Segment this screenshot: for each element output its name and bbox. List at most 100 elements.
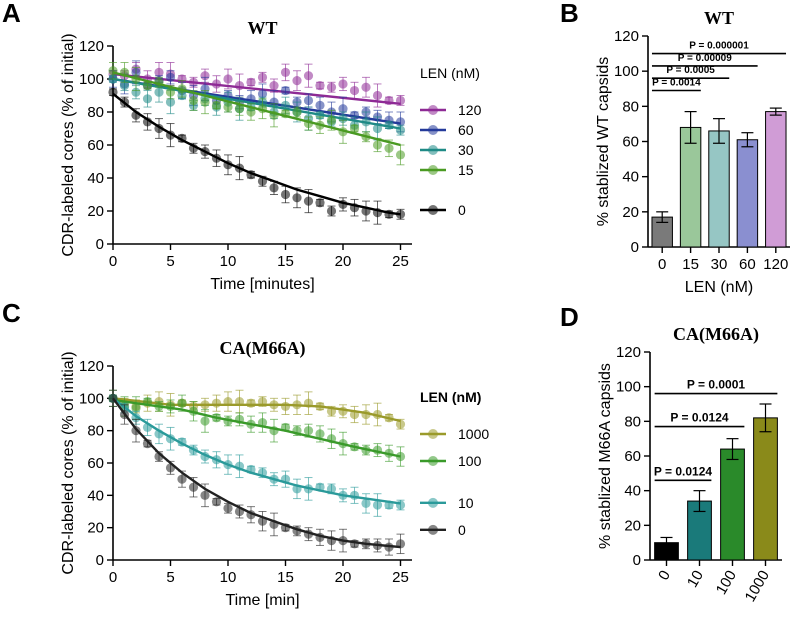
legend-title: LEN (nM) — [420, 389, 481, 405]
data-point — [177, 474, 187, 484]
data-point — [280, 189, 291, 200]
y-tick-label: 60 — [87, 455, 104, 472]
data-point — [154, 67, 164, 77]
series-1000 — [108, 389, 406, 430]
legend-marker — [428, 456, 438, 466]
x-tick-label: 0 — [109, 569, 117, 586]
legend-label: 1000 — [458, 426, 489, 442]
data-point — [280, 85, 291, 96]
legend-marker — [428, 497, 438, 508]
y-tick-label: 0 — [633, 552, 641, 569]
y-tick-label: 40 — [87, 487, 104, 504]
y-tick-label: 20 — [87, 203, 104, 220]
x-tick-label: 0 — [655, 568, 674, 584]
x-tick-label: 15 — [682, 256, 699, 273]
x-axis-label: LEN (nM) — [685, 279, 753, 296]
panel-label-d: D — [560, 302, 579, 332]
p-value-label: P = 0.0014 — [652, 78, 701, 89]
fit-line — [112, 77, 401, 130]
x-tick-label: 20 — [335, 569, 352, 586]
series-0 — [108, 87, 406, 225]
y-tick-label: 80 — [87, 423, 104, 440]
data-point — [338, 79, 348, 89]
data-point — [395, 419, 406, 429]
bar — [720, 448, 745, 561]
data-point — [165, 72, 176, 82]
legend-label: 15 — [458, 162, 474, 178]
legend-marker — [428, 145, 438, 155]
data-point — [395, 451, 406, 462]
fit-line — [112, 397, 401, 549]
data-point — [326, 484, 337, 494]
bar — [736, 139, 759, 248]
legend-marker — [428, 205, 438, 215]
legend-marker — [428, 524, 438, 535]
data-point — [119, 81, 130, 91]
data-point — [131, 403, 141, 413]
data-point — [165, 87, 176, 97]
x-tick-label: 25 — [392, 253, 409, 270]
data-point — [234, 81, 245, 91]
y-axis-label: % stablized WT capsids — [595, 57, 612, 227]
data-point — [303, 71, 314, 81]
data-point — [326, 82, 337, 92]
x-tick-label: 10 — [220, 569, 237, 586]
legend-label: 0 — [458, 522, 466, 538]
y-tick-label: 120 — [614, 28, 639, 45]
x-tick-label: 30 — [711, 256, 728, 273]
y-tick-label: 0 — [96, 552, 104, 569]
fit-line — [112, 397, 401, 505]
panel-label-a: A — [2, 0, 21, 28]
chart-b: WT 0 20 40 60 80 100 120 0 15 30 60 120 P = 0.0014 P =… — [595, 8, 790, 296]
data-point — [188, 95, 199, 106]
data-point — [269, 81, 279, 91]
bar — [765, 111, 787, 248]
data-point — [361, 498, 371, 509]
data-point — [223, 74, 233, 84]
data-point — [200, 71, 210, 81]
x-tick-label: 10 — [684, 568, 707, 591]
legend-marker — [428, 165, 438, 175]
chart-title: WT — [704, 8, 734, 28]
data-point — [280, 401, 291, 412]
series-0 — [108, 389, 406, 556]
legend-marker — [428, 429, 438, 439]
data-point — [257, 89, 268, 99]
y-tick-label: 40 — [87, 170, 104, 187]
x-tick-label: 10 — [220, 253, 237, 270]
x-tick-label: 20 — [335, 253, 352, 270]
data-point — [211, 398, 222, 408]
data-point — [349, 123, 360, 134]
p-value-label: P = 0.000001 — [689, 41, 749, 52]
y-axis-label: CDR-labeled cores (% of initial) — [60, 351, 77, 574]
y-tick-label: 20 — [622, 204, 639, 221]
data-point — [177, 398, 187, 408]
data-point — [246, 107, 256, 117]
data-point — [372, 500, 383, 510]
data-point — [142, 94, 153, 104]
x-tick-label: 60 — [739, 256, 756, 273]
data-point — [246, 77, 256, 87]
y-tick-label: 40 — [624, 483, 641, 500]
data-point — [338, 104, 348, 114]
data-point — [165, 97, 176, 107]
legend-label: 10 — [458, 495, 474, 511]
data-point — [326, 206, 337, 216]
x-axis-label: Time [min] — [225, 592, 299, 609]
data-point — [131, 87, 141, 97]
y-tick-label: 120 — [616, 344, 641, 361]
data-point — [372, 90, 383, 101]
data-point — [200, 490, 210, 500]
bar — [708, 130, 730, 248]
x-tick-label: 100 — [713, 568, 740, 598]
data-point — [372, 123, 383, 134]
y-tick-label: 100 — [614, 63, 639, 80]
y-axis-label: % stablized M66A capsids — [597, 363, 614, 549]
y-tick-label: 0 — [96, 236, 104, 253]
panel-label-c: C — [2, 298, 21, 328]
data-point — [292, 107, 302, 117]
data-point — [303, 95, 314, 106]
data-point — [315, 81, 325, 91]
